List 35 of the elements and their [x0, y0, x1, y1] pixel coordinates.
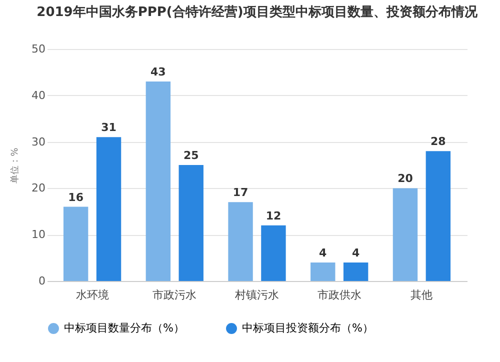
data-label: 4 — [319, 246, 328, 260]
data-label: 31 — [101, 121, 116, 134]
y-tick-label: 0 — [38, 274, 46, 288]
data-label: 16 — [68, 190, 84, 204]
bar — [146, 81, 171, 281]
x-tick-label: 水环境 — [76, 288, 109, 302]
data-label: 4 — [352, 246, 360, 260]
data-label: 28 — [430, 135, 446, 148]
bar — [261, 225, 286, 281]
data-label: 25 — [183, 149, 199, 162]
bar — [228, 202, 253, 281]
legend-label: 中标项目数量分布（%） — [64, 322, 184, 335]
x-tick-label: 其他 — [410, 288, 433, 302]
y-tick-label: 10 — [32, 228, 46, 242]
chart-title: 2019年中国水务PPP(合特许经营)项目类型中标项目数量、投资额分布情况 — [36, 4, 478, 20]
data-label: 43 — [150, 65, 166, 78]
y-axis-title: 单位：% — [10, 147, 21, 184]
bar — [63, 206, 88, 281]
data-label: 12 — [266, 209, 282, 222]
y-tick-label: 40 — [32, 88, 46, 102]
x-tick-label: 村镇污水 — [234, 288, 279, 302]
bar — [343, 262, 368, 281]
bar — [178, 165, 204, 281]
data-label: 20 — [398, 172, 414, 186]
data-label: 17 — [232, 186, 248, 200]
bar — [96, 137, 122, 281]
y-tick-label: 20 — [32, 182, 46, 195]
bar — [310, 262, 336, 281]
y-tick-label: 50 — [32, 42, 46, 56]
bar — [426, 151, 451, 281]
x-tick-label: 市政供水 — [317, 288, 362, 302]
bar — [392, 188, 418, 281]
legend-label: 中标项目投资额分布（%） — [242, 322, 374, 335]
x-tick-label: 市政污水 — [152, 288, 197, 302]
y-tick-label: 30 — [32, 135, 46, 148]
